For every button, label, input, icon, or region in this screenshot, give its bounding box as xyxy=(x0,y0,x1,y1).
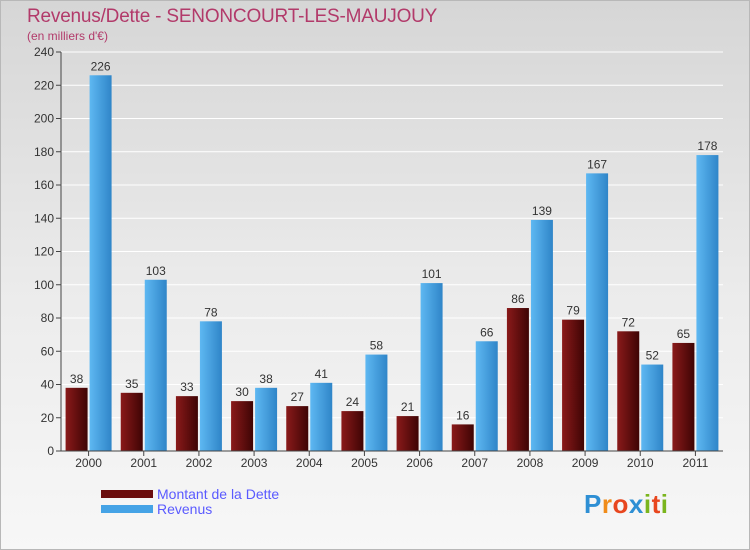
axes: 0 20 40 60 80 100 120 140 160 180 200 220 240 2000 200… xyxy=(34,45,723,470)
logo-letter: i xyxy=(660,489,669,519)
data-label: 33 xyxy=(180,380,194,394)
bar-revenus xyxy=(310,382,333,451)
x-tick-label: 2001 xyxy=(130,456,157,470)
data-label: 21 xyxy=(401,400,415,414)
data-label: 66 xyxy=(480,325,494,339)
data-label: 79 xyxy=(566,304,580,318)
y-tick-label: 20 xyxy=(41,411,55,425)
data-label: 16 xyxy=(456,408,470,422)
y-tick-label: 140 xyxy=(34,211,54,225)
data-label: 30 xyxy=(235,385,249,399)
bar-revenus xyxy=(475,341,498,451)
grid-lines xyxy=(61,51,723,452)
data-label: 86 xyxy=(511,292,525,306)
data-label: 101 xyxy=(422,267,442,281)
y-tick-label: 120 xyxy=(34,245,54,259)
data-label: 72 xyxy=(622,315,636,329)
x-tick-label: 2009 xyxy=(572,456,599,470)
bar-revenus xyxy=(89,75,112,452)
legend-label-revenus: Revenus xyxy=(157,501,213,517)
data-label: 38 xyxy=(259,372,273,386)
bar-dette xyxy=(617,331,640,451)
bar-dette xyxy=(175,396,198,451)
data-label: 41 xyxy=(315,367,329,381)
bar-dette xyxy=(231,401,254,451)
y-tick-label: 220 xyxy=(34,78,54,92)
bar-revenus xyxy=(696,155,719,451)
bar-dette xyxy=(451,424,474,451)
y-tick-label: 0 xyxy=(47,444,54,458)
bar-revenus xyxy=(641,364,664,451)
logo-letter: x xyxy=(628,489,644,519)
bar-dette xyxy=(562,319,585,451)
x-tick-label: 2008 xyxy=(517,456,544,470)
bar-revenus xyxy=(586,173,609,452)
x-tick-label: 2011 xyxy=(683,456,709,470)
data-label: 178 xyxy=(697,139,717,153)
legend-swatch-revenus xyxy=(101,505,153,513)
y-tick-label: 240 xyxy=(34,45,54,59)
bar-revenus xyxy=(365,354,388,451)
chart-subtitle: (en milliers d'€) xyxy=(27,29,108,43)
data-label: 78 xyxy=(204,305,218,319)
data-label: 226 xyxy=(91,59,111,73)
logo-letter: r xyxy=(601,489,613,519)
y-tick-label: 60 xyxy=(41,344,55,358)
chart-title: Revenus/Dette - SENONCOURT-LES-MAUJOUY xyxy=(27,6,438,27)
bar-dette xyxy=(506,308,529,451)
legend-label-dette: Montant de la Dette xyxy=(157,486,280,502)
x-tick-label: 2007 xyxy=(461,456,488,470)
data-labels: 38 226 35 103 33 78 30 38 27 41 24 58 21 101 16 66 86 139… xyxy=(70,59,718,422)
y-tick-label: 80 xyxy=(41,311,55,325)
x-tick-label: 2006 xyxy=(406,456,433,470)
bar-dette xyxy=(396,416,419,451)
bar-dette xyxy=(341,411,364,451)
data-label: 24 xyxy=(346,395,360,409)
bar-dette xyxy=(65,387,88,451)
bars xyxy=(65,75,719,452)
bar-dette xyxy=(672,342,695,451)
bar-dette xyxy=(286,406,309,451)
x-tick-label: 2004 xyxy=(296,456,323,470)
bar-revenus xyxy=(420,283,443,451)
data-label: 65 xyxy=(677,327,691,341)
data-label: 38 xyxy=(70,372,84,386)
x-tick-label: 2002 xyxy=(186,456,213,470)
bar-revenus xyxy=(199,321,222,451)
y-tick-label: 40 xyxy=(41,378,55,392)
bar-revenus xyxy=(255,387,278,451)
logo-letter: P xyxy=(584,489,602,519)
data-label: 103 xyxy=(146,264,166,278)
data-label: 52 xyxy=(646,349,660,363)
logo-letter: t xyxy=(651,489,661,519)
data-label: 58 xyxy=(370,339,384,353)
logo-letter: i xyxy=(643,489,652,519)
y-tick-label: 160 xyxy=(34,178,54,192)
x-tick-label: 2005 xyxy=(351,456,378,470)
data-label: 139 xyxy=(532,204,552,218)
y-tick-label: 100 xyxy=(34,278,54,292)
x-tick-label: 2000 xyxy=(75,456,102,470)
proxiti-logo: Proxiti xyxy=(584,489,668,520)
logo-letter: o xyxy=(612,489,629,519)
legend-swatch-dette xyxy=(101,490,153,498)
bar-revenus xyxy=(530,219,553,451)
data-label: 35 xyxy=(125,377,139,391)
x-tick-label: 2003 xyxy=(241,456,268,470)
data-label: 27 xyxy=(291,390,305,404)
bar-revenus xyxy=(144,279,167,451)
y-tick-label: 180 xyxy=(34,145,54,159)
x-tick-label: 2010 xyxy=(627,456,654,470)
y-tick-label: 200 xyxy=(34,112,54,126)
data-label: 167 xyxy=(587,157,607,171)
bar-dette xyxy=(120,392,143,451)
